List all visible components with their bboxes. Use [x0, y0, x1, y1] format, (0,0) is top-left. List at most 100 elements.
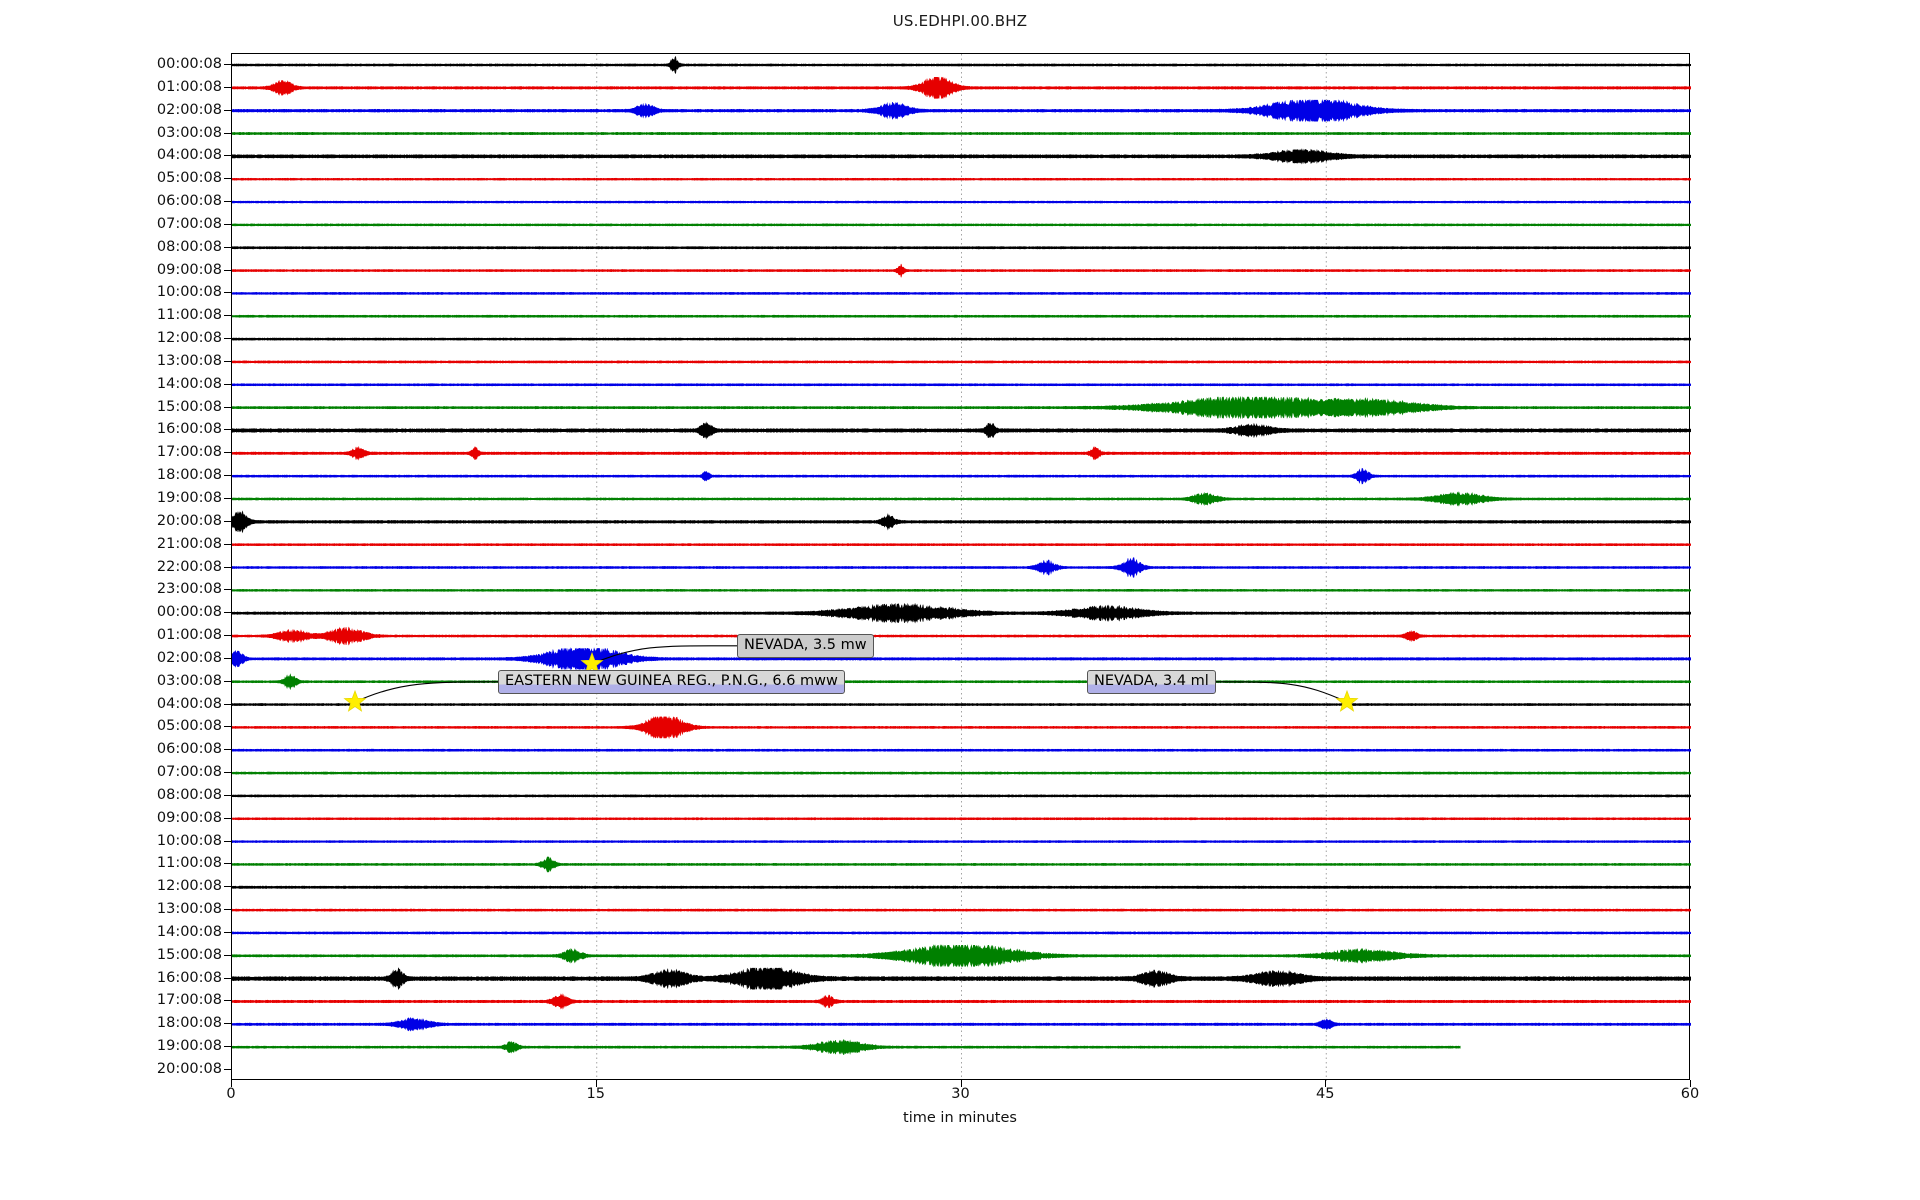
y-axis-tick-label: 17:00:08	[156, 992, 222, 1009]
y-axis-tick-label: 16:00:08	[156, 969, 222, 986]
trace-row	[232, 177, 1691, 181]
x-axis-label: time in minutes	[903, 1110, 1017, 1126]
x-axis-tick-mark	[595, 1080, 597, 1087]
y-axis-tick-label: 14:00:08	[156, 375, 222, 392]
y-axis-tick-label: 09:00:08	[156, 261, 222, 278]
trace-row	[232, 246, 1691, 250]
y-axis-tick-label: 15:00:08	[156, 398, 222, 415]
y-axis-tick-label: 19:00:08	[156, 489, 222, 506]
y-axis-tick-mark	[224, 749, 231, 751]
y-axis-tick-mark	[224, 840, 231, 842]
y-axis-tick-mark	[224, 132, 231, 134]
trace-row	[232, 200, 1691, 204]
y-axis-tick-mark	[224, 338, 231, 340]
y-axis-tick-label: 06:00:08	[156, 740, 222, 757]
y-axis-tick-label: 03:00:08	[156, 672, 222, 689]
y-axis-tick-mark	[224, 863, 231, 865]
y-axis-tick-label: 02:00:08	[156, 101, 222, 118]
x-axis-tick-label: 30	[951, 1086, 970, 1102]
y-axis-tick-mark	[224, 612, 231, 614]
trace-row	[232, 510, 1691, 534]
y-axis-tick-label: 18:00:08	[156, 1015, 222, 1032]
y-axis-tick-label: 06:00:08	[156, 192, 222, 209]
y-axis-tick-mark	[224, 178, 231, 180]
trace-row	[232, 360, 1691, 364]
plot-axes	[231, 53, 1691, 1081]
trace-row	[232, 588, 1691, 592]
y-axis-tick-mark	[224, 680, 231, 682]
y-axis-tick-mark	[224, 315, 231, 317]
y-axis-tick-mark	[224, 1069, 231, 1070]
y-axis-tick-label: 01:00:08	[156, 78, 222, 95]
x-axis-tick-label: 15	[586, 1086, 605, 1102]
y-axis-tick-label: 19:00:08	[156, 1037, 222, 1054]
y-axis-tick-mark	[224, 657, 231, 659]
y-axis-tick-mark	[224, 520, 231, 522]
trace-row	[232, 817, 1691, 821]
y-axis-tick-label: 17:00:08	[156, 444, 222, 461]
x-axis-tick-label: 0	[226, 1086, 236, 1102]
y-axis-tick-label: 05:00:08	[156, 169, 222, 186]
y-axis-tick-mark	[224, 794, 231, 796]
event-annotation-label[interactable]: EASTERN NEW GUINEA REG., P.N.G., 6.6 mww	[498, 670, 845, 694]
trace-row	[232, 602, 1691, 624]
y-axis-tick-label: 21:00:08	[156, 535, 222, 552]
y-axis-tick-label: 02:00:08	[156, 649, 222, 666]
trace-row	[232, 771, 1691, 775]
trace-row	[232, 626, 1691, 646]
y-axis-tick-label: 04:00:08	[156, 695, 222, 712]
y-axis-tick-mark	[224, 635, 231, 637]
y-axis-tick-label: 03:00:08	[156, 124, 222, 141]
trace-row	[232, 337, 1691, 341]
trace-row	[232, 55, 1691, 75]
y-axis-tick-mark	[224, 1000, 231, 1002]
y-axis-tick-label: 10:00:08	[156, 284, 222, 301]
trace-row	[232, 395, 1691, 420]
y-axis-tick-mark	[224, 475, 231, 477]
trace-row	[232, 993, 1691, 1010]
trace-row	[232, 885, 1691, 889]
y-axis-tick-mark	[224, 246, 231, 248]
y-axis-tick-label: 10:00:08	[156, 832, 222, 849]
trace-row	[232, 263, 1691, 278]
x-axis-tick-label: 45	[1316, 1086, 1335, 1102]
y-axis-tick-label: 08:00:08	[156, 238, 222, 255]
event-annotation-label[interactable]: NEVADA, 3.5 mw	[737, 634, 874, 658]
y-axis-tick-mark	[224, 269, 231, 271]
trace-row	[232, 557, 1691, 578]
y-axis-tick-label: 12:00:08	[156, 329, 222, 346]
y-axis-tick-label: 11:00:08	[156, 855, 222, 872]
y-axis-tick-label: 23:00:08	[156, 581, 222, 598]
y-axis-tick-mark	[224, 566, 231, 568]
y-axis-tick-mark	[224, 543, 231, 545]
y-axis-tick-mark	[224, 589, 231, 591]
trace-row	[232, 421, 1691, 440]
trace-row	[232, 931, 1691, 935]
trace-row	[232, 1039, 1461, 1055]
y-axis-tick-mark	[224, 954, 231, 956]
y-axis-tick-label: 20:00:08	[156, 1060, 222, 1077]
trace-row	[232, 748, 1691, 752]
y-axis-tick-mark	[224, 1023, 231, 1025]
y-axis-tick-mark	[224, 109, 231, 111]
trace-row	[232, 76, 1691, 99]
trace-row	[232, 794, 1691, 798]
y-axis-tick-label: 09:00:08	[156, 809, 222, 826]
x-axis-tick-label: 60	[1680, 1086, 1700, 1102]
x-axis-tick-mark	[1690, 1080, 1691, 1087]
event-annotation-label[interactable]: NEVADA, 3.4 ml	[1087, 670, 1216, 694]
y-axis-tick-mark	[224, 429, 231, 431]
page-title: US.EDHPI.00.BHZ	[892, 12, 1028, 30]
y-axis-tick-label: 13:00:08	[156, 352, 222, 369]
y-axis-tick-label: 01:00:08	[156, 626, 222, 643]
y-axis-tick-mark	[224, 977, 231, 979]
y-axis-tick-mark	[224, 360, 231, 362]
y-axis-tick-label: 22:00:08	[156, 558, 222, 575]
y-axis-tick-mark	[224, 383, 231, 385]
trace-row	[232, 445, 1691, 461]
y-axis-tick-mark	[224, 772, 231, 774]
trace-row	[232, 314, 1691, 318]
y-axis-tick-mark	[224, 497, 231, 499]
y-axis-tick-label: 16:00:08	[156, 421, 222, 438]
y-axis-tick-label: 05:00:08	[156, 718, 222, 735]
